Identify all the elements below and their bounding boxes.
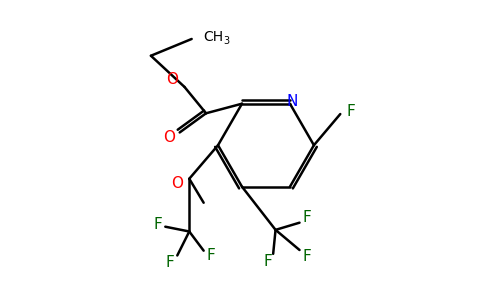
Text: F: F — [302, 249, 311, 264]
Text: O: O — [171, 176, 183, 191]
Text: F: F — [347, 104, 355, 119]
Text: F: F — [154, 217, 163, 232]
Text: F: F — [207, 248, 215, 263]
Text: F: F — [166, 255, 174, 270]
Text: O: O — [166, 72, 179, 87]
Text: N: N — [287, 94, 298, 109]
Text: F: F — [264, 254, 273, 268]
Text: F: F — [302, 210, 311, 225]
Text: O: O — [163, 130, 175, 145]
Text: 3: 3 — [223, 36, 229, 46]
Text: CH: CH — [203, 30, 223, 44]
